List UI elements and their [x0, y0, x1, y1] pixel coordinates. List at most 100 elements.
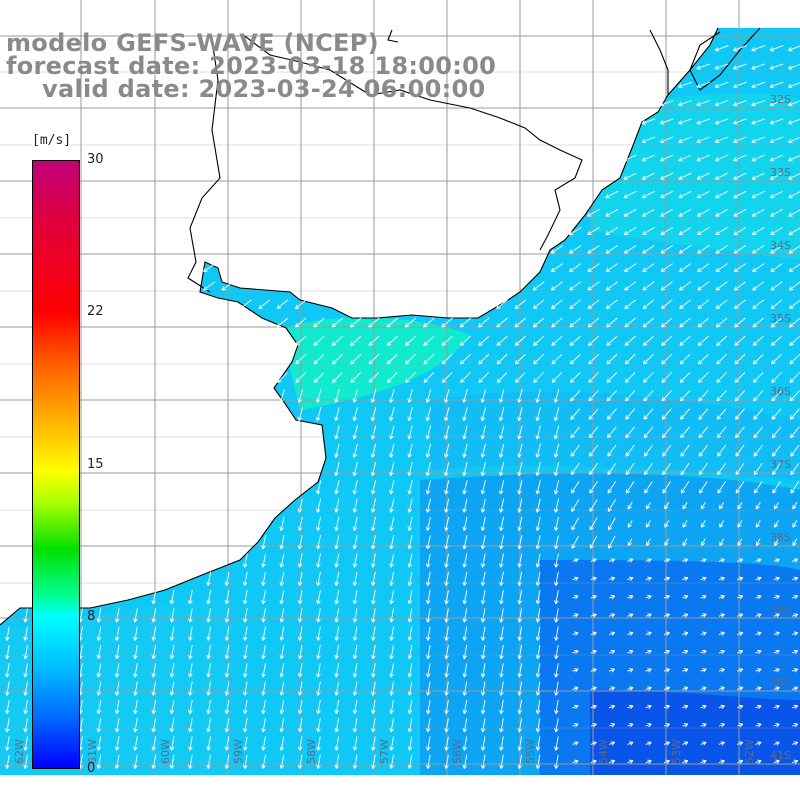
wind-arrow	[371, 699, 376, 714]
wind-arrow	[590, 558, 597, 563]
wind-arrow	[224, 736, 230, 751]
wind-arrow	[699, 481, 708, 494]
wind-arrow	[295, 317, 307, 328]
wind-arrow	[752, 245, 765, 254]
wind-arrow	[532, 317, 545, 328]
wind-arrow	[608, 594, 616, 600]
wind-arrow	[5, 681, 10, 696]
wind-arrow	[679, 281, 691, 291]
wind-arrow	[459, 335, 471, 346]
wind-arrow	[608, 704, 616, 710]
wind-arrow	[627, 520, 633, 528]
wind-arrow	[371, 754, 376, 769]
wind-arrow	[224, 681, 230, 696]
latitude-label: 32S	[770, 93, 791, 106]
wind-arrow	[5, 736, 10, 751]
wind-arrow	[718, 668, 725, 673]
wind-arrow	[718, 631, 725, 636]
wind-arrow	[316, 608, 321, 623]
wind-arrow	[755, 723, 762, 728]
wind-arrow	[334, 553, 340, 568]
wind-arrow	[660, 172, 674, 180]
wind-arrow	[679, 390, 691, 402]
wind-arrow	[627, 594, 634, 600]
wind-arrow	[606, 353, 618, 365]
wind-arrow	[553, 498, 559, 513]
wind-arrow	[499, 699, 504, 714]
wind-arrow	[554, 736, 559, 751]
wind-arrow	[737, 613, 744, 618]
wind-arrow	[389, 718, 394, 733]
wind-arrow	[682, 576, 689, 581]
wind-arrow	[698, 444, 708, 457]
wind-arrow	[719, 501, 725, 510]
wind-arrow	[352, 626, 358, 641]
wind-arrow	[334, 644, 340, 660]
wind-arrow	[590, 613, 597, 618]
wind-arrow	[444, 736, 449, 751]
wind-arrow	[23, 754, 28, 769]
wind-arrow	[679, 353, 691, 365]
wind-arrow	[188, 699, 193, 714]
wind-arrow	[607, 426, 617, 439]
wind-arrow	[770, 335, 783, 346]
wind-arrow	[644, 481, 653, 494]
wind-arrow	[771, 408, 782, 420]
wind-arrow	[587, 208, 600, 217]
wind-arrow	[5, 699, 10, 714]
inland-border	[387, 29, 399, 43]
wind-arrow	[774, 538, 779, 547]
wind-arrow	[607, 517, 616, 531]
legend-unit: [m/s]	[32, 133, 72, 148]
wind-arrow	[663, 741, 670, 746]
wind-arrow	[133, 626, 138, 641]
wind-arrow	[535, 443, 541, 458]
wind-arrow	[771, 444, 782, 457]
wind-arrow	[352, 407, 358, 422]
wind-arrow	[569, 245, 582, 254]
wind-arrow	[551, 299, 563, 309]
wind-arrow	[517, 754, 523, 769]
wind-arrow	[444, 590, 449, 605]
wind-arrow	[589, 462, 598, 476]
wind-arrow	[755, 741, 762, 746]
wind-arrow	[590, 576, 597, 581]
wind-arrow	[733, 100, 747, 107]
wind-arrow	[297, 644, 303, 660]
wind-arrow	[462, 388, 468, 403]
wind-arrow	[206, 644, 211, 660]
wind-arrow	[407, 535, 413, 550]
wind-arrow	[5, 754, 10, 769]
wind-arrow	[499, 736, 504, 751]
wind-arrow	[716, 335, 728, 346]
wind-arrow	[462, 461, 468, 477]
wind-arrow	[700, 686, 707, 691]
wind-arrow	[425, 480, 431, 495]
wind-arrow	[735, 444, 745, 457]
wind-arrow	[370, 388, 377, 403]
wind-arrow	[480, 754, 486, 769]
wind-arrow	[242, 626, 248, 641]
wind-arrow	[261, 681, 266, 696]
wind-arrow	[752, 372, 764, 383]
wind-arrow	[697, 317, 710, 328]
wind-arrow	[535, 480, 541, 495]
wind-arrow	[587, 335, 600, 346]
wind-arrow	[315, 388, 322, 403]
wind-arrow	[627, 704, 634, 710]
wind-arrow	[551, 353, 563, 365]
wind-arrow	[769, 136, 784, 144]
wind-arrow	[696, 118, 711, 125]
wind-arrow	[682, 649, 689, 655]
wind-arrow	[554, 663, 559, 678]
wind-arrow	[700, 741, 707, 746]
wind-arrow	[553, 480, 560, 495]
wind-arrow	[297, 626, 303, 641]
wind-arrow	[535, 388, 541, 403]
wind-arrow	[151, 590, 157, 605]
wind-arrow	[716, 372, 727, 383]
wind-arrow	[641, 136, 656, 144]
wind-arrow	[733, 154, 747, 162]
model-title: modelo GEFS-WAVE (NCEP)	[6, 29, 379, 57]
